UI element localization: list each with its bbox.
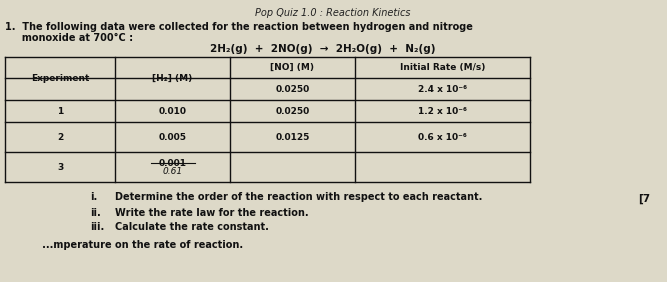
Text: 1: 1	[57, 107, 63, 116]
Text: monoxide at 700°C :: monoxide at 700°C :	[5, 33, 133, 43]
Text: 0.005: 0.005	[159, 133, 187, 142]
Bar	[5, 57, 530, 182]
Text: 2H₂(g)  +  2NO(g)  →  2H₂O(g)  +  N₂(g): 2H₂(g) + 2NO(g) → 2H₂O(g) + N₂(g)	[210, 44, 436, 54]
Text: 0.0125: 0.0125	[275, 133, 309, 142]
Text: 0.6 x 10⁻⁶: 0.6 x 10⁻⁶	[418, 133, 467, 142]
Text: 0.001: 0.001	[159, 158, 187, 168]
Text: 1.2 x 10⁻⁶: 1.2 x 10⁻⁶	[418, 107, 467, 116]
Text: 2: 2	[57, 133, 63, 142]
Text: iii.: iii.	[90, 222, 104, 232]
Text: Determine the order of the reaction with respect to each reactant.: Determine the order of the reaction with…	[115, 192, 482, 202]
Text: 0.61: 0.61	[163, 168, 183, 177]
Text: [7: [7	[638, 194, 650, 204]
Text: Experiment: Experiment	[31, 74, 89, 83]
Text: ii.: ii.	[90, 208, 101, 218]
Text: Initial Rate (M/s): Initial Rate (M/s)	[400, 63, 485, 72]
Text: Pop Quiz 1.0 : Reaction Kinetics: Pop Quiz 1.0 : Reaction Kinetics	[255, 8, 411, 18]
Text: [NO] (M): [NO] (M)	[271, 63, 315, 72]
Text: [H₂] (M): [H₂] (M)	[152, 74, 193, 83]
Text: 3: 3	[57, 162, 63, 171]
Text: 0.010: 0.010	[159, 107, 187, 116]
Text: Write the rate law for the reaction.: Write the rate law for the reaction.	[115, 208, 309, 218]
Text: ...mperature on the rate of reaction.: ...mperature on the rate of reaction.	[5, 240, 243, 250]
Text: Calculate the rate constant.: Calculate the rate constant.	[115, 222, 269, 232]
Text: 2.4 x 10⁻⁶: 2.4 x 10⁻⁶	[418, 85, 467, 94]
Text: i.: i.	[90, 192, 97, 202]
Text: 0.0250: 0.0250	[275, 85, 309, 94]
Text: 1.  The following data were collected for the reaction between hydrogen and nitr: 1. The following data were collected for…	[5, 22, 473, 32]
Text: 0.0250: 0.0250	[275, 107, 309, 116]
